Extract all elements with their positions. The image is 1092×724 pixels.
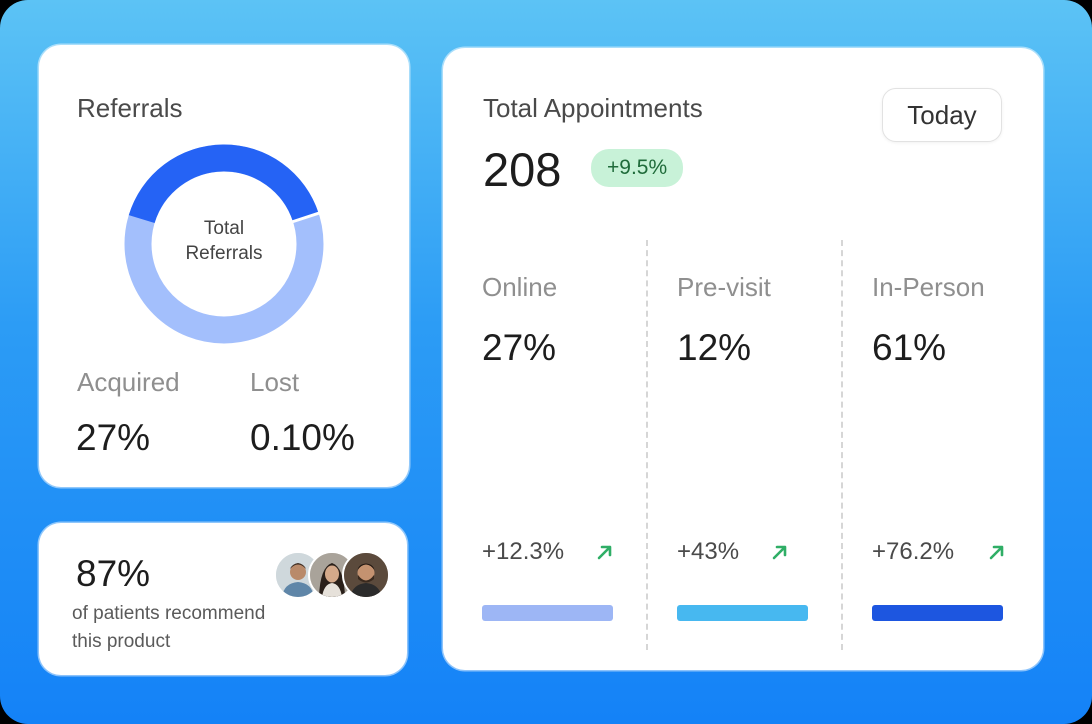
column-change: +12.3% xyxy=(482,538,565,565)
avatar-group xyxy=(274,551,394,599)
referrals-card: Referrals Total Referrals Acquired 27% L… xyxy=(39,45,409,487)
column-change: +43% xyxy=(677,538,740,565)
appointments-column-previsit: Pre-visit 12% +43% xyxy=(677,272,837,642)
arrow-up-right-icon xyxy=(772,545,787,560)
acquired-value: 27% xyxy=(76,417,151,458)
column-label: Online xyxy=(482,272,558,302)
appointments-column-online: Online 27% +12.3% xyxy=(482,272,642,642)
donut-center-label: Total Referrals xyxy=(124,216,324,266)
recommendation-card: 87% of patients recommend this product xyxy=(39,523,407,675)
appointments-card: Total Appointments 208 +9.5% Today Onlin… xyxy=(443,48,1043,670)
recommend-text-line1: of patients recommend xyxy=(72,603,266,624)
column-change: +76.2% xyxy=(872,538,955,565)
appointments-change-badge: +9.5% xyxy=(591,149,684,187)
column-divider xyxy=(841,240,843,650)
donut-center-line2: Referrals xyxy=(185,243,263,264)
appointments-column-inperson: In-Person 61% +76.2% xyxy=(872,272,1032,642)
recommend-percentage: 87% xyxy=(76,553,151,594)
arrow-up-right-icon xyxy=(597,545,612,560)
lost-label: Lost xyxy=(250,367,300,397)
referrals-title: Referrals xyxy=(77,93,183,123)
avatar-man-beard xyxy=(342,551,390,599)
recommend-text-line2: this product xyxy=(72,631,171,652)
column-label: In-Person xyxy=(872,272,985,302)
column-label: Pre-visit xyxy=(677,272,771,302)
referrals-donut-chart xyxy=(124,144,324,344)
acquired-label: Acquired xyxy=(77,367,180,397)
lost-value: 0.10% xyxy=(250,417,355,458)
arrow-up-right-icon xyxy=(989,545,1004,560)
donut-segment-primary xyxy=(128,144,319,224)
appointments-total: 208 xyxy=(483,143,562,196)
column-value: 27% xyxy=(482,327,557,368)
progress-bar-online xyxy=(482,605,613,621)
period-dropdown-button[interactable]: Today xyxy=(882,88,1002,142)
progress-bar-inperson xyxy=(872,605,1003,621)
column-divider xyxy=(646,240,648,650)
appointments-title: Total Appointments xyxy=(483,93,703,123)
progress-bar-previsit xyxy=(677,605,808,621)
column-value: 12% xyxy=(677,327,752,368)
donut-center-line1: Total xyxy=(203,218,245,239)
recommend-text: of patients recommend this product xyxy=(72,600,302,656)
column-value: 61% xyxy=(872,327,947,368)
